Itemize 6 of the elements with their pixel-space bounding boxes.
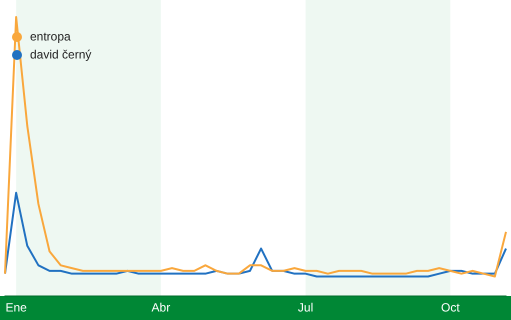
legend-label: entropa bbox=[30, 29, 72, 44]
legend-label: david černý bbox=[30, 47, 92, 62]
x-tick-label: Ene bbox=[5, 300, 28, 315]
x-tick-label: Oct bbox=[440, 300, 460, 315]
x-tick-label: Jul bbox=[298, 300, 314, 315]
x-tick-label: Abr bbox=[152, 300, 170, 315]
